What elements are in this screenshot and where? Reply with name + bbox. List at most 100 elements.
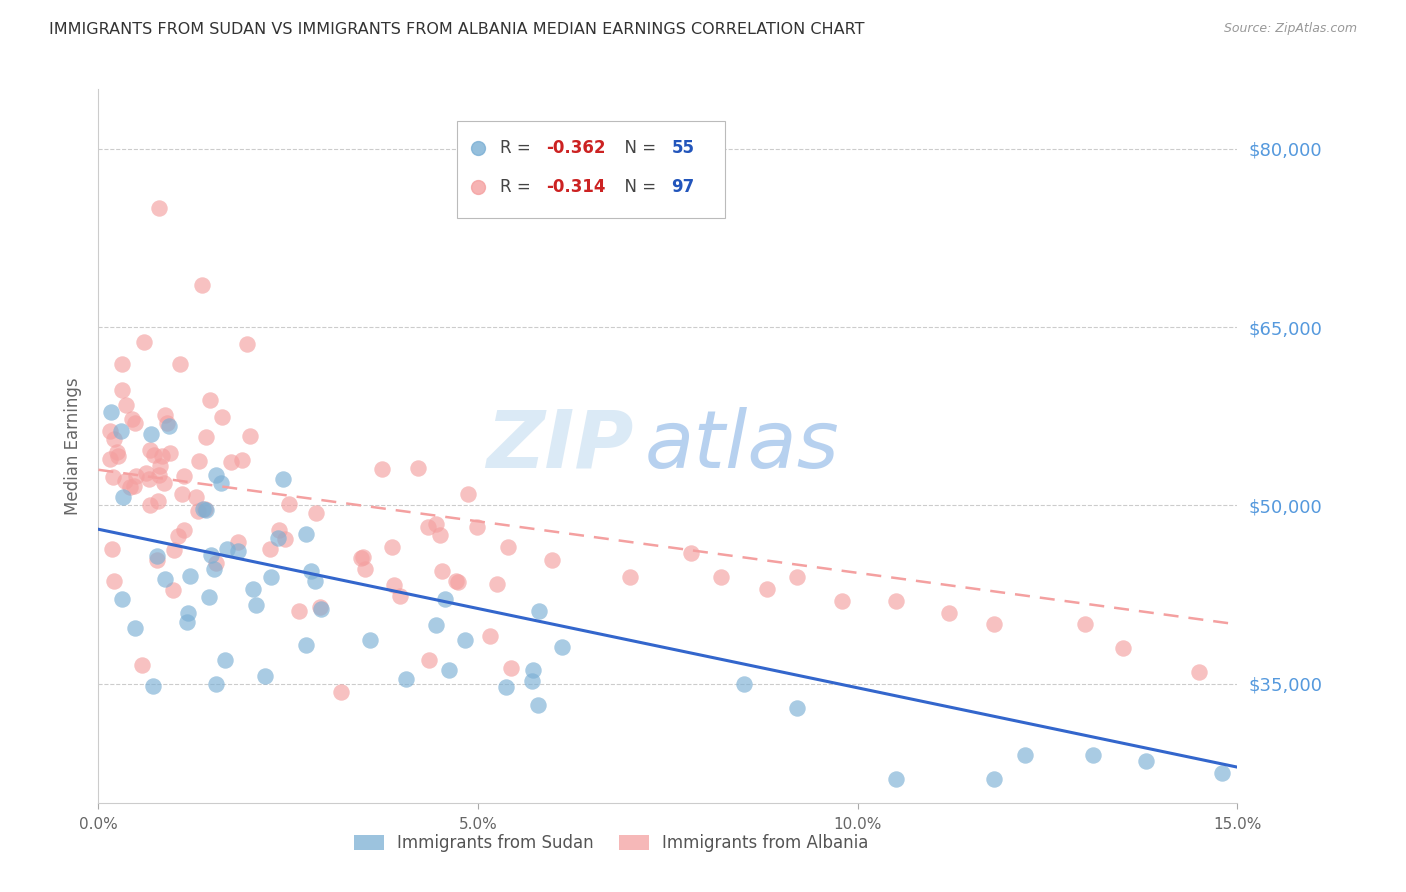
- FancyBboxPatch shape: [457, 121, 725, 218]
- Y-axis label: Median Earnings: Median Earnings: [65, 377, 83, 515]
- Point: [105, 444, 128, 458]
- Point: [101, 470, 124, 484]
- Point: [418, 519, 440, 533]
- Point: [191, 277, 214, 292]
- Point: [111, 384, 134, 398]
- Point: [111, 490, 134, 504]
- Point: [184, 490, 207, 504]
- Point: [478, 629, 501, 643]
- Point: [454, 632, 477, 647]
- Point: [541, 552, 564, 566]
- Point: [205, 676, 228, 690]
- Text: ZIP: ZIP: [486, 407, 634, 485]
- Point: [267, 531, 290, 545]
- Point: [176, 615, 198, 629]
- Point: [173, 468, 195, 483]
- Point: [352, 550, 374, 565]
- Point: [733, 677, 755, 691]
- Text: N =: N =: [614, 139, 662, 157]
- Point: [1014, 748, 1036, 763]
- Point: [245, 598, 267, 612]
- Point: [162, 583, 184, 598]
- Point: [159, 446, 181, 460]
- Point: [202, 562, 225, 576]
- Point: [103, 574, 125, 588]
- Point: [142, 679, 165, 693]
- Point: [172, 487, 194, 501]
- Point: [278, 496, 301, 510]
- Point: [425, 617, 447, 632]
- Point: [239, 428, 262, 442]
- Point: [495, 680, 517, 694]
- Point: [177, 606, 200, 620]
- Text: -0.314: -0.314: [546, 178, 606, 196]
- Point: [308, 599, 330, 614]
- Point: [167, 529, 190, 543]
- Point: [1081, 748, 1104, 763]
- Point: [444, 574, 467, 589]
- Point: [457, 487, 479, 501]
- Point: [103, 432, 125, 446]
- Point: [425, 516, 447, 531]
- Point: [135, 467, 157, 481]
- Point: [115, 398, 138, 412]
- Point: [121, 412, 143, 426]
- Point: [295, 638, 318, 652]
- Point: [382, 578, 405, 592]
- Point: [159, 419, 181, 434]
- Point: [228, 535, 250, 549]
- Point: [350, 551, 373, 566]
- Point: [938, 606, 960, 620]
- Point: [430, 564, 453, 578]
- Point: [395, 672, 418, 686]
- Point: [522, 663, 544, 677]
- Point: [149, 458, 172, 473]
- Point: [429, 528, 451, 542]
- Point: [619, 570, 641, 584]
- Point: [485, 577, 508, 591]
- Point: [139, 427, 162, 442]
- Text: -0.362: -0.362: [546, 139, 606, 157]
- Point: [148, 201, 170, 215]
- Point: [679, 546, 702, 560]
- Point: [205, 467, 228, 482]
- Point: [371, 462, 394, 476]
- Point: [786, 570, 808, 584]
- Legend: Immigrants from Sudan, Immigrants from Albania: Immigrants from Sudan, Immigrants from A…: [347, 828, 875, 859]
- Point: [100, 405, 122, 419]
- Point: [163, 543, 186, 558]
- Point: [110, 424, 132, 438]
- Point: [381, 540, 404, 554]
- Point: [211, 409, 233, 424]
- Point: [146, 494, 169, 508]
- Point: [226, 544, 249, 558]
- Point: [209, 475, 232, 490]
- Point: [138, 473, 160, 487]
- Point: [304, 574, 326, 588]
- Point: [551, 640, 574, 654]
- Point: [204, 556, 226, 570]
- Text: Source: ZipAtlas.com: Source: ZipAtlas.com: [1223, 22, 1357, 36]
- Point: [520, 674, 543, 689]
- Point: [100, 542, 122, 557]
- Point: [173, 523, 195, 537]
- Point: [98, 424, 121, 438]
- Point: [1112, 641, 1135, 656]
- Point: [131, 658, 153, 673]
- Point: [142, 448, 165, 462]
- Point: [194, 503, 217, 517]
- Point: [710, 570, 733, 584]
- Point: [269, 523, 291, 537]
- Point: [191, 501, 214, 516]
- Point: [120, 480, 142, 494]
- Point: [1074, 617, 1097, 632]
- Point: [111, 592, 134, 607]
- Point: [437, 664, 460, 678]
- Text: IMMIGRANTS FROM SUDAN VS IMMIGRANTS FROM ALBANIA MEDIAN EARNINGS CORRELATION CHA: IMMIGRANTS FROM SUDAN VS IMMIGRANTS FROM…: [49, 22, 865, 37]
- Point: [254, 669, 277, 683]
- Point: [200, 549, 222, 563]
- Text: 97: 97: [671, 178, 695, 196]
- Point: [501, 661, 523, 675]
- Point: [271, 472, 294, 486]
- Point: [359, 632, 381, 647]
